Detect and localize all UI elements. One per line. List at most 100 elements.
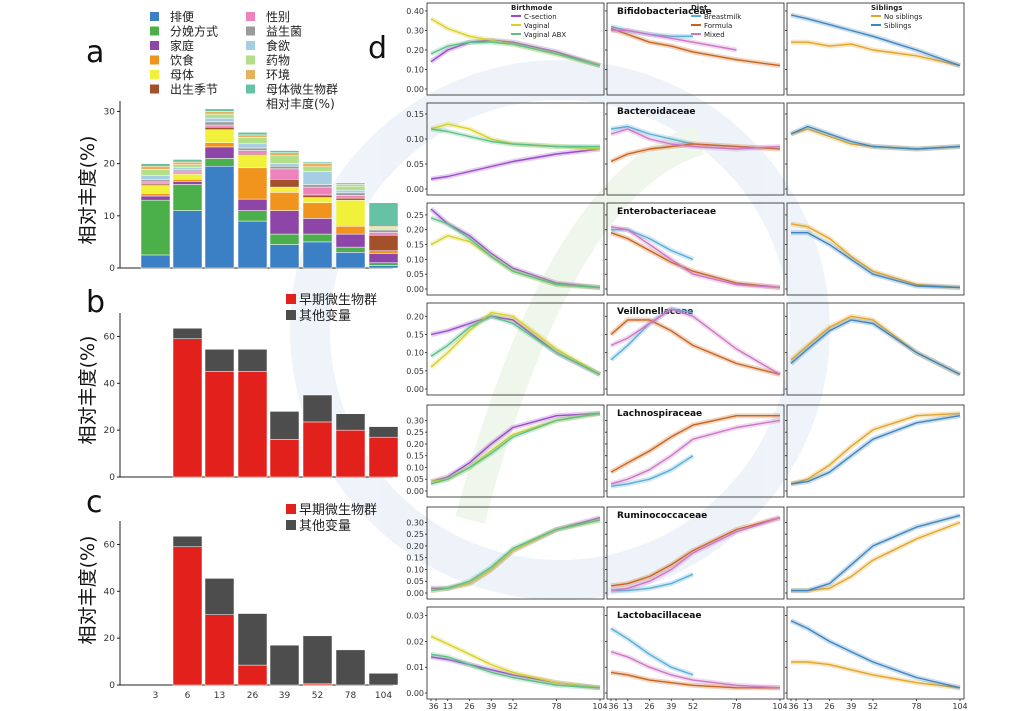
bar-segment-39 bbox=[269, 186, 300, 193]
bar-segment-13 bbox=[204, 614, 235, 686]
series-line bbox=[610, 308, 781, 376]
bar-segment-6 bbox=[172, 210, 203, 269]
bar-chart-a: 0 10 20 30 bbox=[104, 101, 399, 274]
panel-d-0-2 bbox=[785, 2, 965, 96]
x-tick-label: 26 bbox=[464, 702, 474, 711]
panel-d-4-0: 0.00 0.05 0.10 0.15 0.20 0.25 0.30 bbox=[406, 404, 605, 498]
bar-segment-39 bbox=[269, 411, 300, 440]
x-tick-label: 78 bbox=[345, 691, 357, 701]
y-tick-label: 0.10 bbox=[406, 135, 424, 144]
bar-segment-52 bbox=[302, 186, 333, 196]
y-tick-label: 0.00 bbox=[406, 487, 424, 496]
panel-frame bbox=[426, 202, 605, 296]
x-tick-label: 3 bbox=[428, 702, 433, 711]
bar-segment-52 bbox=[302, 184, 333, 188]
bar-segment-78 bbox=[335, 195, 366, 199]
panel-frame bbox=[786, 606, 965, 700]
y-axis-label-c: 相对丰度(%) bbox=[77, 536, 99, 645]
bar-segment-13 bbox=[204, 108, 235, 112]
bar-segment-13 bbox=[204, 158, 235, 167]
x-tick-label: 26 bbox=[644, 702, 654, 711]
panel-d-2-1: Enterobacteriaceae bbox=[605, 202, 785, 296]
series-line bbox=[430, 217, 601, 289]
y-tick-label: 0.10 bbox=[406, 349, 424, 358]
panel-d-4-1: Lachnospiraceae bbox=[605, 404, 785, 498]
legend-label: Mixed bbox=[704, 31, 725, 39]
legend-label: 其他变量 bbox=[299, 308, 351, 324]
bar-segment-39 bbox=[269, 210, 300, 235]
bar-segment-39 bbox=[269, 165, 300, 170]
bar-segment-26 bbox=[237, 167, 268, 200]
bar-segment-13 bbox=[204, 111, 235, 115]
series-line bbox=[790, 319, 961, 376]
y-tick-label: 0.15 bbox=[406, 330, 424, 339]
bar-segment-78 bbox=[335, 233, 366, 248]
y-tick-label: 0.00 bbox=[406, 285, 424, 294]
bar-segment-39 bbox=[269, 152, 300, 157]
panel-d-4-2 bbox=[785, 404, 965, 498]
x-tick-label: 13 bbox=[803, 702, 813, 711]
taxon-title: Bacteroidaceae bbox=[617, 107, 696, 117]
bar-segment-26 bbox=[237, 613, 268, 666]
y-axis-label-b: 相对丰度(%) bbox=[77, 336, 99, 445]
series-line bbox=[430, 311, 601, 376]
legend-a-label: 家庭 bbox=[170, 38, 194, 53]
taxon-title: Veillonellaceae bbox=[617, 307, 693, 317]
series-line bbox=[610, 455, 694, 487]
legend-title: Birthmode bbox=[511, 4, 553, 12]
series-line bbox=[430, 653, 601, 689]
panel-frame bbox=[426, 606, 605, 700]
y-tick-label: 0.00 bbox=[406, 589, 424, 598]
bar-segment-39 bbox=[269, 233, 300, 245]
panel-d-5-1: Ruminococcaceae bbox=[605, 506, 785, 600]
bar-segment-39 bbox=[269, 644, 300, 686]
panel-d-3-1: Veillonellaceae bbox=[605, 302, 785, 396]
series-line bbox=[610, 125, 694, 145]
bar-segment-104 bbox=[368, 202, 399, 227]
series-line bbox=[611, 29, 737, 51]
bar-segment-52 bbox=[302, 161, 333, 164]
bar-segment-39 bbox=[269, 155, 300, 164]
y-tick-label: 0.01 bbox=[406, 663, 424, 672]
legend-label: 早期微生物群 bbox=[299, 293, 377, 308]
series-line bbox=[610, 627, 694, 676]
legend-a-label: 性别 bbox=[266, 10, 290, 24]
y-axis-label-a: 相对丰度(%) bbox=[77, 136, 99, 245]
panel-frame bbox=[786, 404, 965, 498]
series-line bbox=[610, 319, 781, 376]
bar-segment-6 bbox=[172, 184, 203, 211]
series-line bbox=[430, 519, 601, 592]
panel-d-3-0: 0.00 0.05 0.10 0.15 0.20 bbox=[406, 302, 605, 396]
bar-segment-26 bbox=[237, 210, 268, 222]
legend-a-swatch bbox=[150, 12, 159, 21]
legend-a-label: 相对丰度(%) bbox=[266, 96, 335, 111]
bar-segment-78 bbox=[335, 192, 366, 196]
y-tick-label: 0.20 bbox=[406, 226, 424, 235]
legend-label: No siblings bbox=[884, 13, 923, 21]
bar-segment-39 bbox=[269, 168, 300, 180]
bar-segment-52 bbox=[302, 166, 333, 172]
bar-segment-26 bbox=[237, 134, 268, 138]
x-tick-label: 6 bbox=[185, 691, 191, 701]
bar-segment-39 bbox=[269, 244, 300, 269]
series-line bbox=[610, 232, 781, 289]
y-tick-label: 0.05 bbox=[406, 577, 424, 586]
legend-a-label: 益生菌 bbox=[266, 25, 302, 39]
bar-segment-13 bbox=[204, 371, 235, 478]
panel-d-6-2: 361326395278104Age [weeks] bbox=[785, 606, 968, 711]
x-tick-label: 52 bbox=[508, 702, 518, 711]
taxon-title: Bifidobacteriaceae bbox=[617, 7, 712, 17]
bar-segment-26 bbox=[237, 371, 268, 478]
y-tick-label: 0.05 bbox=[406, 475, 424, 484]
legend-swatch bbox=[286, 310, 296, 320]
y-tick-label: 0.15 bbox=[406, 110, 424, 119]
series-line bbox=[791, 41, 961, 67]
panel-label-c: c bbox=[86, 485, 103, 520]
bar-segment-52 bbox=[302, 163, 333, 168]
bar-segment-6 bbox=[172, 338, 203, 478]
bar-segment-3 bbox=[140, 179, 171, 183]
bar-segment-78 bbox=[335, 429, 366, 478]
bar-segment-39 bbox=[269, 163, 300, 167]
